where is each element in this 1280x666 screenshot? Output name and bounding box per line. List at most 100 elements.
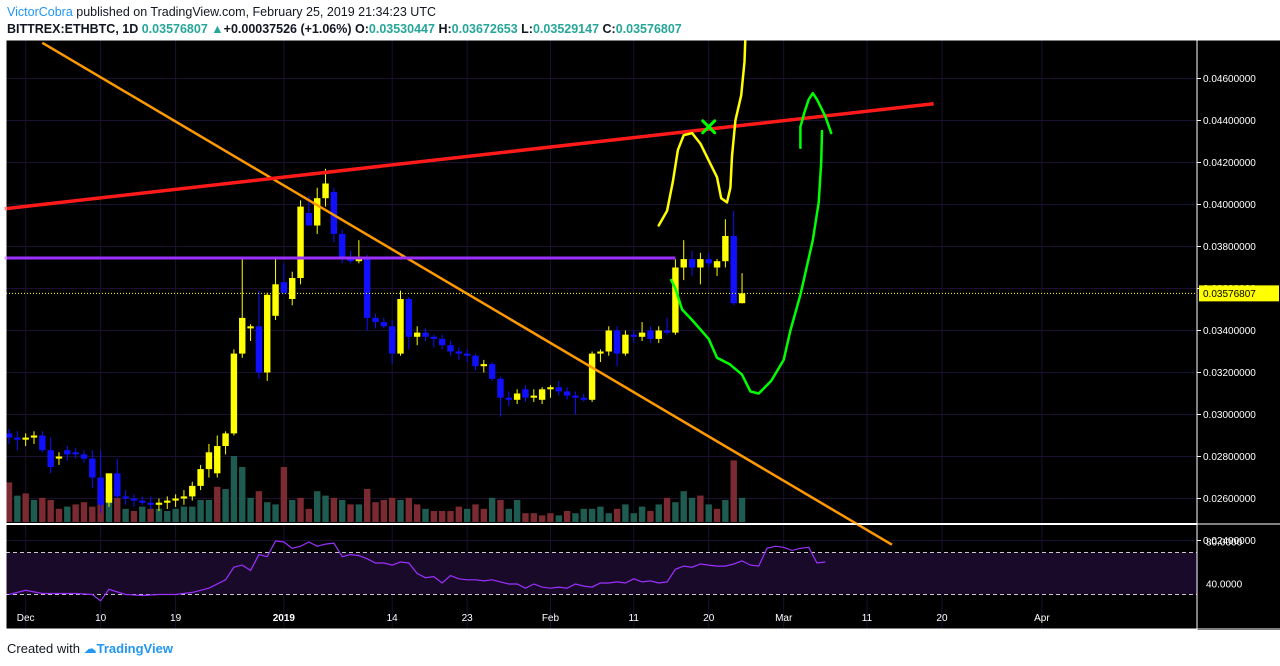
candle <box>430 334 438 348</box>
candle <box>630 330 637 344</box>
price-tick-label: 0.03200000 <box>1203 368 1256 379</box>
candle <box>455 347 463 360</box>
candle <box>488 362 496 381</box>
candle-body <box>230 353 238 434</box>
candle <box>180 490 188 505</box>
volume-bar <box>488 497 496 522</box>
candle-body <box>638 332 646 337</box>
symbol-label: BITTREX:ETHBTC, 1D <box>7 22 139 36</box>
price-chart[interactable]: 0.04600000 0.04400000 0.04200000 0.04000000… <box>0 40 1280 630</box>
candle-body <box>47 450 54 467</box>
candle-body <box>697 259 704 268</box>
candle <box>222 431 229 455</box>
candle-body <box>114 473 121 497</box>
candle <box>463 349 471 362</box>
trendline <box>41 41 893 546</box>
candle-body <box>105 473 113 503</box>
candle-body <box>247 326 254 329</box>
candle-body <box>197 469 204 486</box>
green-projection-path-upper <box>799 91 833 150</box>
candle-body <box>280 282 288 293</box>
volume-bar <box>722 500 729 522</box>
candle <box>472 353 479 371</box>
candle <box>164 496 171 509</box>
volume-bar <box>80 502 88 522</box>
candle-body <box>680 259 687 268</box>
footer: Created with ☁TradingView <box>7 641 173 657</box>
candle-body <box>122 496 129 499</box>
candle-body <box>713 261 721 268</box>
candle-body <box>430 336 438 339</box>
candle <box>114 458 121 499</box>
tradingview-logo-icon[interactable]: ☁ <box>83 641 97 656</box>
candle <box>155 498 163 512</box>
candle <box>247 324 254 341</box>
volume-bar <box>30 500 38 522</box>
candle <box>388 320 396 365</box>
candle <box>597 349 604 362</box>
time-label: 23 <box>462 613 474 624</box>
x-marker-icon <box>701 119 717 135</box>
candle-body <box>339 233 346 260</box>
volume-bar <box>230 456 238 522</box>
candle <box>547 385 554 398</box>
drawings[interactable] <box>4 40 1197 546</box>
candle <box>447 341 454 356</box>
price-tick-label: 0.04200000 <box>1203 158 1256 169</box>
candle-body <box>305 212 313 226</box>
author-link[interactable]: VictorCobra <box>7 5 73 19</box>
volume-bar <box>397 500 404 522</box>
candle <box>688 250 696 276</box>
time-label: 20 <box>703 613 715 624</box>
candle <box>22 433 29 446</box>
volume-bar <box>388 497 396 522</box>
candle <box>697 252 704 285</box>
volume-bar <box>89 506 96 522</box>
candle <box>55 452 63 465</box>
candle-body <box>139 500 146 503</box>
candle <box>72 448 79 459</box>
candle-body <box>363 259 371 318</box>
volume-bar <box>72 504 79 522</box>
price-tick-label: 0.03800000 <box>1203 242 1256 253</box>
low-label: L: <box>521 22 533 36</box>
volume-bar <box>530 513 537 522</box>
candle <box>655 326 662 344</box>
candle <box>497 376 504 417</box>
volume-bar <box>64 506 71 522</box>
volume-bar <box>630 513 637 522</box>
candle-body <box>722 236 729 262</box>
candle-body <box>563 391 571 396</box>
yellow-projection-path <box>657 40 747 227</box>
candle <box>505 391 512 407</box>
candle-body <box>438 338 446 346</box>
candle <box>314 187 321 234</box>
candle-body <box>730 236 737 304</box>
candle-body <box>472 355 479 367</box>
volume-bar <box>597 506 604 522</box>
candle <box>613 326 621 367</box>
green-projection-path <box>669 129 824 395</box>
tradingview-brand[interactable]: TradingView <box>96 641 173 656</box>
change-value: +0.00037526 (+1.06%) <box>223 22 352 36</box>
price-tick-label: 0.04400000 <box>1203 116 1256 127</box>
time-label: 19 <box>170 613 182 624</box>
candle <box>14 431 21 451</box>
volume-bar <box>405 497 413 522</box>
time-label: 11 <box>629 613 640 624</box>
candle-body <box>630 334 637 337</box>
volume-bar <box>538 515 546 522</box>
candle-body <box>289 278 296 299</box>
candle <box>322 168 329 207</box>
candle <box>272 259 279 320</box>
current-price-tag <box>1199 285 1279 302</box>
volume-bar <box>738 497 746 522</box>
candle <box>572 391 579 415</box>
candle-body <box>497 378 504 398</box>
candle-body <box>205 452 213 470</box>
candle <box>422 328 429 341</box>
candle-body <box>355 259 363 262</box>
candle-body <box>538 389 546 400</box>
volume-bar <box>272 504 279 522</box>
candle-body <box>272 284 279 316</box>
